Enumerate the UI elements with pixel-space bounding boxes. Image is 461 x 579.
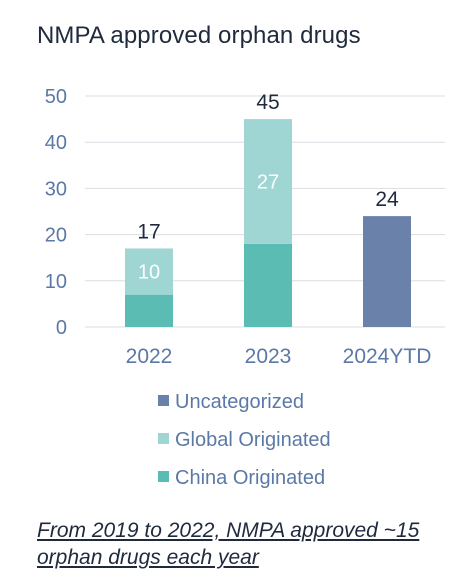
y-tick-label: 10 — [45, 271, 67, 293]
footnote: From 2019 to 2022, NMPA approved ~15 orp… — [37, 519, 420, 569]
x-tick-label: 2024YTD — [343, 345, 432, 368]
legend-swatch — [158, 395, 169, 406]
segment-label: 10 — [138, 262, 160, 284]
y-tick-label: 30 — [45, 178, 67, 200]
legend-swatch — [158, 471, 169, 482]
bars — [125, 119, 411, 327]
legend-label: Global Originated — [175, 429, 331, 451]
total-label: 17 — [137, 220, 160, 243]
y-tick-label: 20 — [45, 225, 67, 247]
legend-swatch — [158, 433, 169, 444]
x-axis-labels: 2022 2023 2024YTD — [126, 345, 432, 368]
y-axis-ticks: 0 10 20 30 40 50 — [45, 86, 67, 339]
bar-segment — [244, 119, 292, 244]
x-tick-label: 2023 — [245, 345, 292, 368]
y-tick-label: 0 — [56, 317, 67, 339]
chart-title: NMPA approved orphan drugs — [37, 22, 361, 49]
total-label: 24 — [375, 188, 399, 211]
bar-segment — [125, 248, 173, 295]
bar-labels: 10 27 17 45 24 — [137, 91, 399, 283]
legend-label: China Originated — [175, 467, 325, 489]
legend: Uncategorized Global Originated China Orig… — [158, 391, 331, 489]
bar-segment — [125, 294, 173, 327]
legend-label: Uncategorized — [175, 391, 304, 413]
y-tick-label: 50 — [45, 86, 67, 108]
y-tick-label: 40 — [45, 132, 67, 154]
bar-segment — [244, 243, 292, 327]
bar-segment — [363, 216, 411, 327]
segment-label: 27 — [257, 171, 279, 193]
chart-area: 0 10 20 30 40 50 10 27 17 45 24 2022 2023 2024YTD U… — [45, 86, 445, 489]
x-tick-label: 2022 — [126, 345, 173, 368]
total-label: 45 — [256, 91, 279, 114]
